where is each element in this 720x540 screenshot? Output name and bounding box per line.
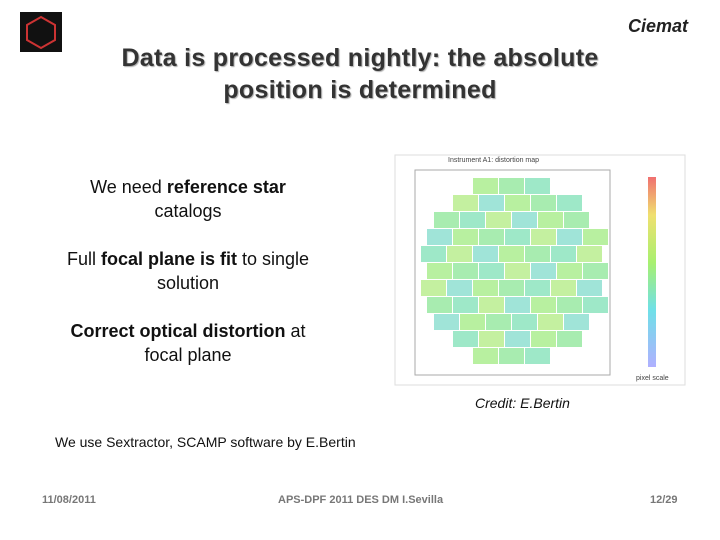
- ccd-tile: [447, 280, 472, 296]
- point-line: We need reference star: [28, 177, 348, 198]
- bold-text: Correct optical distortion: [70, 321, 286, 341]
- text: at: [285, 321, 306, 341]
- ccd-tile: [557, 229, 582, 245]
- title-line: Data is processed nightly: the absolute: [121, 44, 599, 72]
- title-line: position is determined: [223, 76, 497, 104]
- ccd-tile: [460, 314, 485, 330]
- ccd-tile: [557, 263, 582, 279]
- ccd-tile: [499, 246, 524, 262]
- ccd-tile: [512, 212, 537, 228]
- ccd-tile: [453, 297, 478, 313]
- text: catalogs: [154, 201, 222, 221]
- text: to single: [237, 249, 310, 269]
- ccd-tile: [486, 212, 511, 228]
- ccd-tile: [505, 263, 530, 279]
- credit: Credit: E.Bertin: [475, 395, 570, 411]
- ccd-tile: [577, 280, 602, 296]
- point-line: catalogs: [28, 201, 348, 222]
- ccd-tile: [427, 229, 452, 245]
- ccd-tile: [479, 229, 504, 245]
- ccd-tile: [531, 297, 556, 313]
- ccd-tile: [557, 331, 582, 347]
- note: We use Sextractor, SCAMP software by E.B…: [55, 434, 356, 450]
- colorbar: [648, 177, 656, 367]
- figure-title: Instrument A1: distortion map: [448, 157, 540, 164]
- ccd-tile: [525, 280, 550, 296]
- ccd-tile: [453, 229, 478, 245]
- ccd-tile: [421, 246, 446, 262]
- ccd-tile: [525, 246, 550, 262]
- logo-right: Ciemat: [628, 16, 689, 36]
- ccd-tile: [538, 212, 563, 228]
- footer-date: 11/08/2011: [42, 494, 96, 506]
- text: focal plane: [144, 345, 232, 365]
- ccd-tile: [531, 195, 556, 211]
- text: Full: [66, 249, 101, 269]
- ccd-tile: [499, 348, 524, 364]
- ccd-tile: [531, 229, 556, 245]
- ccd-tile: [531, 263, 556, 279]
- ccd-tile: [583, 263, 608, 279]
- ccd-tile: [551, 280, 576, 296]
- text: We need: [90, 177, 167, 197]
- ccd-tile: [577, 246, 602, 262]
- ccd-tile: [505, 331, 530, 347]
- ccd-tile: [427, 297, 452, 313]
- ccd-tile: [447, 246, 472, 262]
- footer-event: APS-DPF 2011 DES DM I.Sevilla: [278, 494, 444, 506]
- ccd-tile: [505, 229, 530, 245]
- ccd-tile: [434, 314, 459, 330]
- ccd-tile: [479, 297, 504, 313]
- point-line: Correct optical distortion at: [28, 321, 348, 342]
- ccd-tile: [538, 314, 563, 330]
- ccd-tile: [505, 195, 530, 211]
- ccd-tile: [505, 297, 530, 313]
- point-line: Full focal plane is fit to single: [28, 249, 348, 270]
- bold-text: focal plane is fit: [100, 249, 237, 269]
- ccd-tile: [525, 348, 550, 364]
- ccd-tile: [453, 263, 478, 279]
- point-line: solution: [28, 273, 348, 294]
- ccd-tile: [551, 246, 576, 262]
- ccd-tile: [531, 331, 556, 347]
- ccd-tile: [557, 297, 582, 313]
- ccd-tile: [564, 212, 589, 228]
- ccd-tile: [499, 178, 524, 194]
- ccd-tile: [525, 178, 550, 194]
- ccd-tile: [499, 280, 524, 296]
- ccd-tile: [564, 314, 589, 330]
- ccd-tile: [583, 297, 608, 313]
- ccd-tile: [473, 280, 498, 296]
- figure-axes: [414, 169, 611, 376]
- ccd-tile: [583, 229, 608, 245]
- ccd-tile: [427, 263, 452, 279]
- point-line: focal plane: [28, 345, 348, 366]
- text: solution: [156, 273, 220, 293]
- tile-grid: [421, 178, 608, 364]
- logo-hex: [26, 15, 56, 50]
- ccd-tile: [421, 280, 446, 296]
- ccd-tile: [512, 314, 537, 330]
- bold-text: reference star: [166, 177, 286, 197]
- ccd-tile: [453, 195, 478, 211]
- ccd-tile: [473, 348, 498, 364]
- ccd-tile: [479, 263, 504, 279]
- ccd-tile: [473, 178, 498, 194]
- ccd-tile: [479, 195, 504, 211]
- ccd-tile: [486, 314, 511, 330]
- ccd-tile: [434, 212, 459, 228]
- colorbar-label: pixel scale: [636, 375, 669, 382]
- ccd-tile: [453, 331, 478, 347]
- ccd-tile: [557, 195, 582, 211]
- ccd-tile: [473, 246, 498, 262]
- ccd-tile: [479, 331, 504, 347]
- footer-page: 12/29: [650, 494, 678, 506]
- ccd-tile: [460, 212, 485, 228]
